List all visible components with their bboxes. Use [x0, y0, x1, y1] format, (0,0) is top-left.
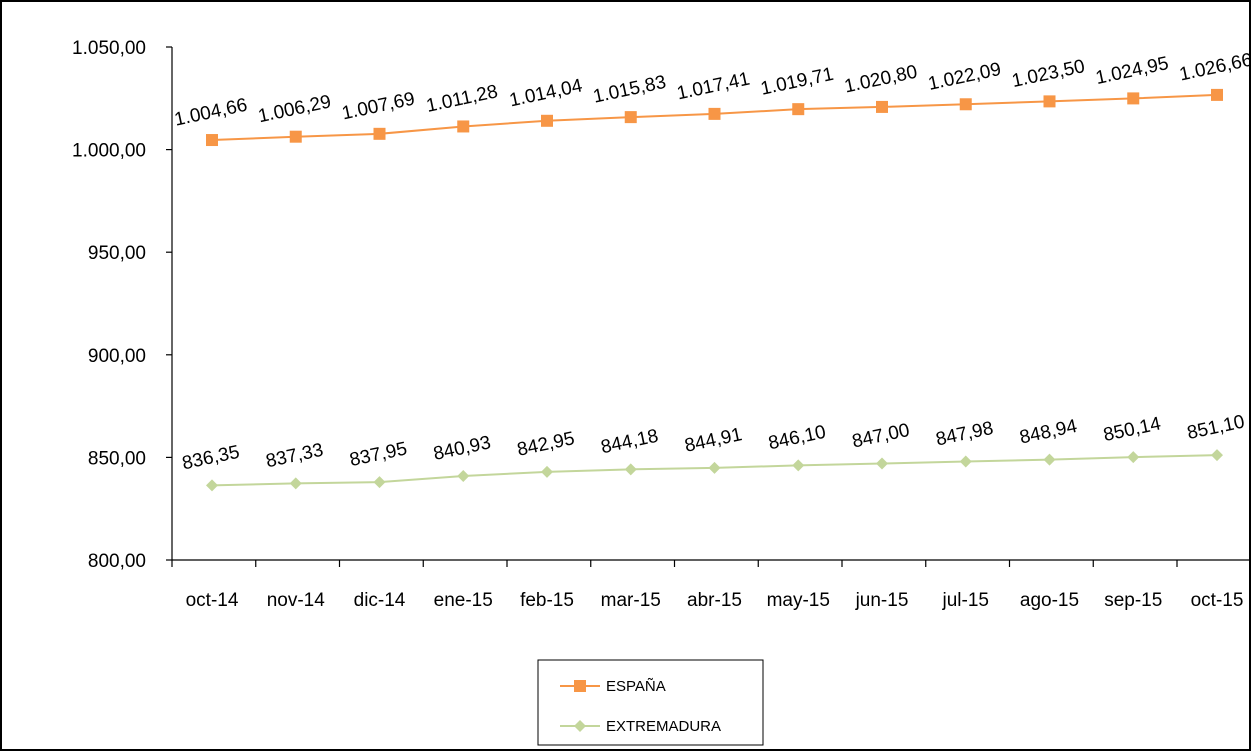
- data-point: [206, 134, 218, 147]
- y-axis: 800,00 850,00 900,00 950,00 1.000,00 1.050,00: [72, 38, 173, 572]
- data-point: [624, 463, 637, 476]
- data-point: [457, 120, 470, 133]
- y-tick-label: 800,00: [88, 551, 146, 572]
- data-point: [1043, 453, 1056, 466]
- data-point: [541, 465, 553, 478]
- x-tick-label: dic-14: [354, 590, 406, 611]
- data-point: [708, 107, 721, 120]
- y-tick-label: 900,00: [88, 346, 146, 367]
- x-tick-label: abr-15: [687, 590, 742, 611]
- x-tick-label: ene-15: [434, 590, 493, 611]
- x-tick-label: sep-15: [1104, 590, 1162, 611]
- y-tick-label: 950,00: [88, 243, 146, 264]
- x-tick-label: oct-14: [186, 590, 239, 611]
- data-point: [624, 111, 637, 124]
- data-point: [206, 479, 218, 492]
- x-tick-label: may-15: [767, 590, 830, 611]
- data-point: [1127, 451, 1140, 464]
- data-point: [792, 459, 805, 472]
- legend-marker: [574, 680, 586, 692]
- x-axis: oct-14 nov-14 dic-14 ene-15 feb-15 mar-15 abr-…: [171, 559, 1251, 611]
- x-tick-label: oct-15: [1191, 590, 1244, 611]
- legend-item-españa: ESPAÑA: [560, 678, 666, 695]
- data-point: [792, 103, 805, 116]
- data-point: [876, 457, 888, 470]
- x-tick-label: jun-15: [855, 590, 909, 611]
- x-tick-label: jul-15: [942, 590, 989, 611]
- y-tick-label: 1.050,00: [72, 38, 146, 59]
- y-tick-label: 1.000,00: [72, 141, 146, 162]
- x-tick-label: ago-15: [1020, 590, 1079, 611]
- legend: ESPAÑA EXTREMADURA: [537, 659, 764, 746]
- data-point: [289, 477, 302, 490]
- x-tick-label: feb-15: [520, 590, 574, 611]
- data-point: [1043, 95, 1056, 108]
- x-tick-label: mar-15: [601, 590, 661, 611]
- data-point: [289, 130, 302, 143]
- data-point: [373, 476, 386, 489]
- y-tick-label: 850,00: [88, 448, 146, 469]
- data-point: [959, 98, 972, 111]
- legend-box: [537, 659, 764, 746]
- data-point: [541, 114, 553, 127]
- legend-marker: [574, 720, 586, 732]
- data-point: [1127, 92, 1140, 105]
- data-point: [959, 455, 972, 468]
- legend-item-extremadura: EXTREMADURA: [560, 718, 721, 735]
- data-point: [373, 127, 386, 140]
- data-point: [708, 461, 721, 474]
- data-point: [457, 470, 470, 483]
- legend-label: ESPAÑA: [606, 678, 666, 695]
- data-point: [1211, 88, 1223, 101]
- data-point: [876, 100, 888, 113]
- x-tick-label: nov-14: [267, 590, 326, 611]
- legend-label: EXTREMADURA: [606, 718, 721, 735]
- data-point: [1211, 449, 1223, 462]
